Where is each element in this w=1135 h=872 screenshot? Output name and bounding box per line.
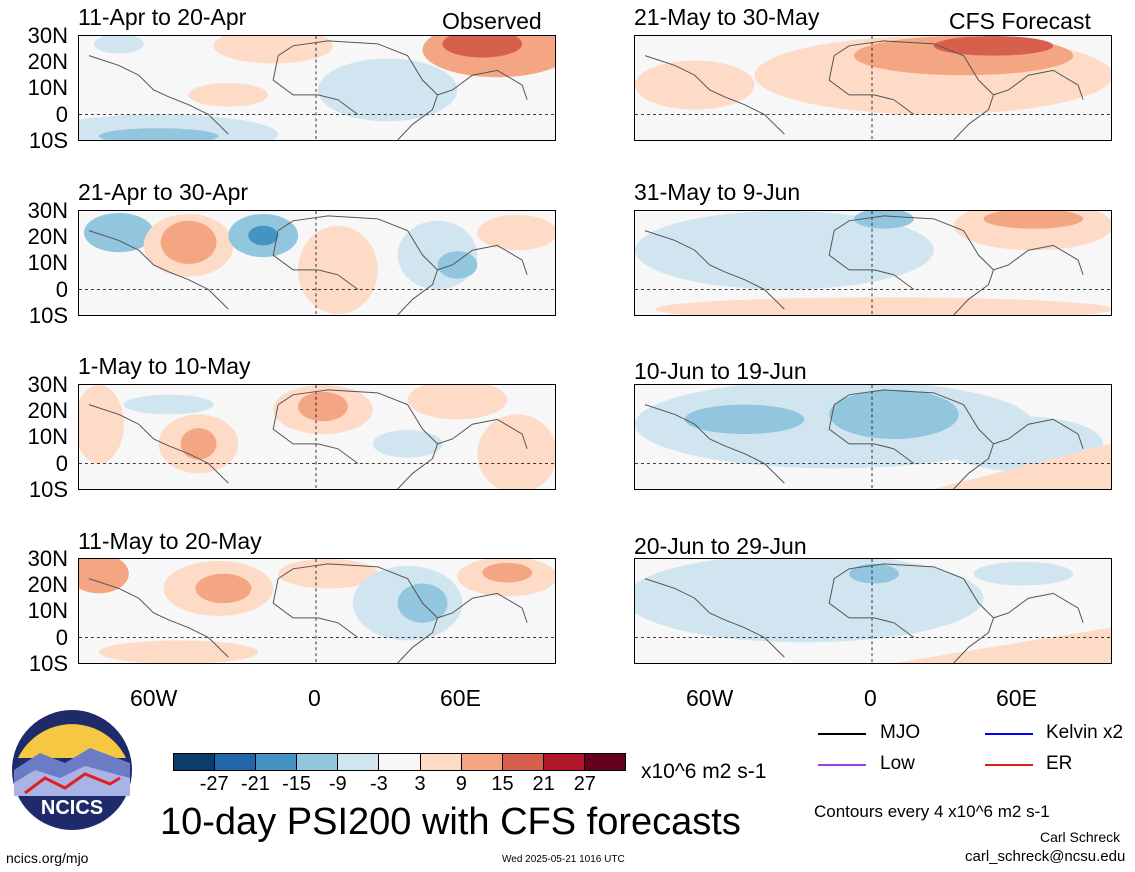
legend-line-mjo	[818, 733, 866, 735]
anomaly-field	[635, 385, 1111, 489]
lat-label: 20N	[27, 49, 68, 74]
legend-line-low	[818, 764, 866, 766]
lat-label: 10S	[28, 477, 68, 502]
coastline	[644, 40, 1084, 140]
legend-label-er: ER	[1046, 753, 1073, 774]
lat-label: 0	[55, 277, 68, 302]
legend-line-er	[985, 764, 1033, 766]
anomaly-field	[635, 211, 1111, 315]
coastline	[88, 40, 528, 140]
colorbar-swatch	[297, 754, 339, 770]
ncics-logo: NCICS	[12, 710, 132, 830]
colorbar-tick-label: -27	[199, 773, 229, 795]
site-link[interactable]: ncics.org/mjo	[6, 850, 89, 866]
lat-label: 20N	[27, 572, 68, 597]
lon-label-60w-right: 60W	[686, 685, 734, 711]
timestamp: Wed 2025-05-21 1016 UTC	[502, 854, 625, 865]
colorbar-swatch	[256, 754, 298, 770]
colorbar-tick-label: 27	[573, 773, 596, 795]
coastline	[644, 563, 1084, 663]
colorbar-tick-label: 21	[532, 773, 555, 795]
lat-label: 10N	[27, 75, 68, 100]
lat-label: 30N	[27, 546, 68, 571]
colorbar-swatch	[379, 754, 421, 770]
colorbar	[173, 753, 626, 771]
map-panel-5	[634, 35, 1112, 141]
coastline	[644, 215, 1084, 315]
colorbar-swatch	[502, 754, 544, 770]
cfs-forecast-label: CFS Forecast	[949, 8, 1091, 34]
map-panel-8	[634, 558, 1112, 664]
colorbar-tick-label: 3	[414, 773, 426, 795]
panel-title-1: 11-Apr to 20-Apr	[78, 4, 247, 30]
lat-label: 20N	[27, 398, 68, 423]
panel-title-4: 11-May to 20-May	[78, 528, 262, 554]
colorbar-swatch	[215, 754, 257, 770]
colorbar-swatch	[461, 754, 503, 770]
lon-label-0-left: 0	[308, 685, 321, 711]
observed-label: Observed	[442, 8, 542, 34]
lon-label-60e-left: 60E	[440, 685, 481, 711]
panel-title-6: 31-May to 9-Jun	[634, 179, 801, 205]
svg-text:NCICS: NCICS	[41, 797, 103, 819]
lon-label-60w-left: 60W	[130, 685, 178, 711]
lat-label: 0	[55, 451, 68, 476]
colorbar-tick-label: -9	[328, 773, 347, 795]
coastline	[644, 389, 1084, 489]
colorbar-swatch	[174, 754, 216, 770]
lat-label: 10N	[27, 598, 68, 623]
author-name: Carl Schreck	[1040, 829, 1121, 845]
map-panel-6	[634, 210, 1112, 316]
lat-label: 20N	[27, 224, 68, 249]
lat-label: 30N	[27, 23, 68, 48]
legend-line-kelvin	[985, 733, 1033, 735]
lon-label-0-right: 0	[864, 685, 877, 711]
lat-label: 10N	[27, 250, 68, 275]
lat-label: 30N	[27, 198, 68, 223]
colorbar-tick-label: 15	[491, 773, 514, 795]
map-panel-2	[78, 210, 556, 316]
lat-label: 10N	[27, 424, 68, 449]
lat-label: 10S	[28, 128, 68, 153]
colorbar-tick-label: -21	[240, 773, 270, 795]
contour-note: Contours every 4 x10^6 m2 s-1	[814, 802, 1050, 821]
coastline	[88, 215, 528, 315]
anomaly-field	[79, 211, 555, 315]
main-title: 10-day PSI200 with CFS forecasts	[160, 801, 741, 843]
lat-label: 10S	[28, 303, 68, 328]
panel-title-8: 20-Jun to 29-Jun	[634, 533, 807, 559]
panel-title-7: 10-Jun to 19-Jun	[634, 358, 807, 384]
map-panel-4	[78, 558, 556, 664]
legend-label-low: Low	[880, 753, 915, 774]
panel-title-3: 1-May to 10-May	[78, 353, 251, 379]
legend-label-kelvin: Kelvin x2	[1046, 722, 1124, 743]
colorbar-tick-label: -15	[282, 773, 311, 795]
coastline	[88, 563, 528, 663]
colorbar-swatch	[420, 754, 462, 770]
lat-label: 0	[55, 102, 68, 127]
units-label: x10^6 m2 s-1	[641, 760, 767, 783]
map-panel-3	[78, 384, 556, 490]
anomaly-field	[79, 559, 555, 663]
anomaly-field	[635, 36, 1111, 140]
author-email: carl_schreck@ncsu.edu	[965, 848, 1126, 865]
panel-title-2: 21-Apr to 30-Apr	[78, 179, 249, 205]
legend-label-mjo: MJO	[880, 722, 921, 743]
lat-label: 30N	[27, 372, 68, 397]
colorbar-tick-label: 9	[455, 773, 467, 795]
coastline	[88, 389, 528, 489]
colorbar-tick-label: -3	[370, 773, 388, 795]
map-panel-7	[634, 384, 1112, 490]
colorbar-swatch	[584, 754, 626, 770]
colorbar-swatch	[338, 754, 380, 770]
colorbar-swatch	[543, 754, 585, 770]
anomaly-field	[79, 36, 555, 140]
lat-label: 0	[55, 625, 68, 650]
map-panel-1	[78, 35, 556, 141]
anomaly-field	[635, 559, 1111, 663]
panel-title-5: 21-May to 30-May	[634, 4, 820, 30]
anomaly-field	[79, 385, 555, 489]
lon-label-60e-right: 60E	[996, 685, 1037, 711]
lat-label: 10S	[28, 651, 68, 676]
